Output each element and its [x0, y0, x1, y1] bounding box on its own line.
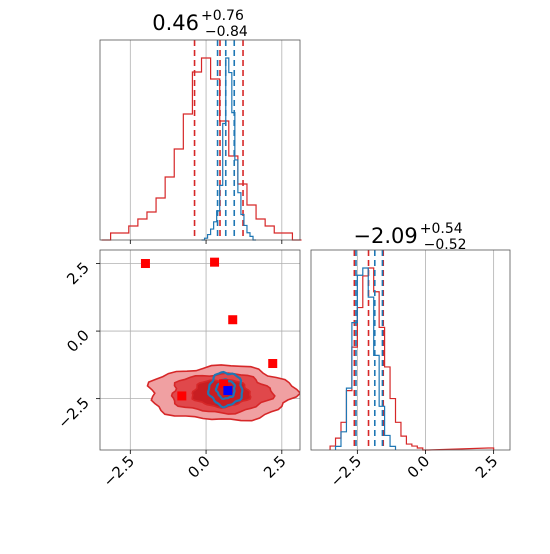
panel1-plus: +0.76	[201, 8, 244, 24]
marker-6	[219, 379, 229, 389]
x-tick-label: 0.0	[184, 452, 214, 482]
axes-frame	[99, 249, 301, 451]
histogram-series-1	[101, 57, 302, 241]
histogram-series-2	[334, 267, 397, 450]
panel1-title: 0.46 +0.76 −0.84	[152, 8, 248, 40]
x-tick-label: 2.5	[472, 452, 502, 482]
y-tick-label: 2.5	[63, 259, 93, 289]
marker-7	[223, 386, 233, 396]
panel1-minus: −0.84	[205, 24, 248, 40]
panel1-median: 0.46	[152, 11, 199, 35]
joint-contour-panel: −2.5 0.0 2.5 −2.5 0.0 2.5	[54, 249, 301, 491]
blue-contour-level-2	[214, 378, 236, 401]
marker-2	[210, 257, 220, 267]
x-tick-label: −2.5	[327, 452, 365, 490]
axes-frame	[99, 39, 301, 241]
panel2-minus: −0.52	[424, 237, 467, 253]
histogram-series-2	[201, 57, 257, 241]
right-marginal-panel: −2.5 0.0 2.5	[310, 249, 511, 491]
marker-4	[268, 359, 278, 369]
x-tick-label: 0.0	[404, 452, 434, 482]
marker-5	[177, 391, 187, 401]
joint-plot-area	[100, 250, 300, 450]
y-tick-label: 0.0	[63, 326, 93, 356]
blue-contour-level-1	[207, 370, 244, 409]
y-tick-label: −2.5	[54, 394, 92, 432]
axes-frame	[310, 249, 511, 451]
panel2-title: −2.09 +0.54 −0.52	[353, 221, 466, 253]
top-marginal-panel	[99, 39, 302, 244]
panel2-plus: +0.54	[420, 221, 463, 237]
x-tick-label: −2.5	[100, 452, 138, 490]
x-tick-label: 2.5	[260, 452, 290, 482]
panel2-median: −2.09	[353, 224, 417, 248]
marker-3	[228, 315, 238, 325]
marker-1	[140, 259, 150, 269]
